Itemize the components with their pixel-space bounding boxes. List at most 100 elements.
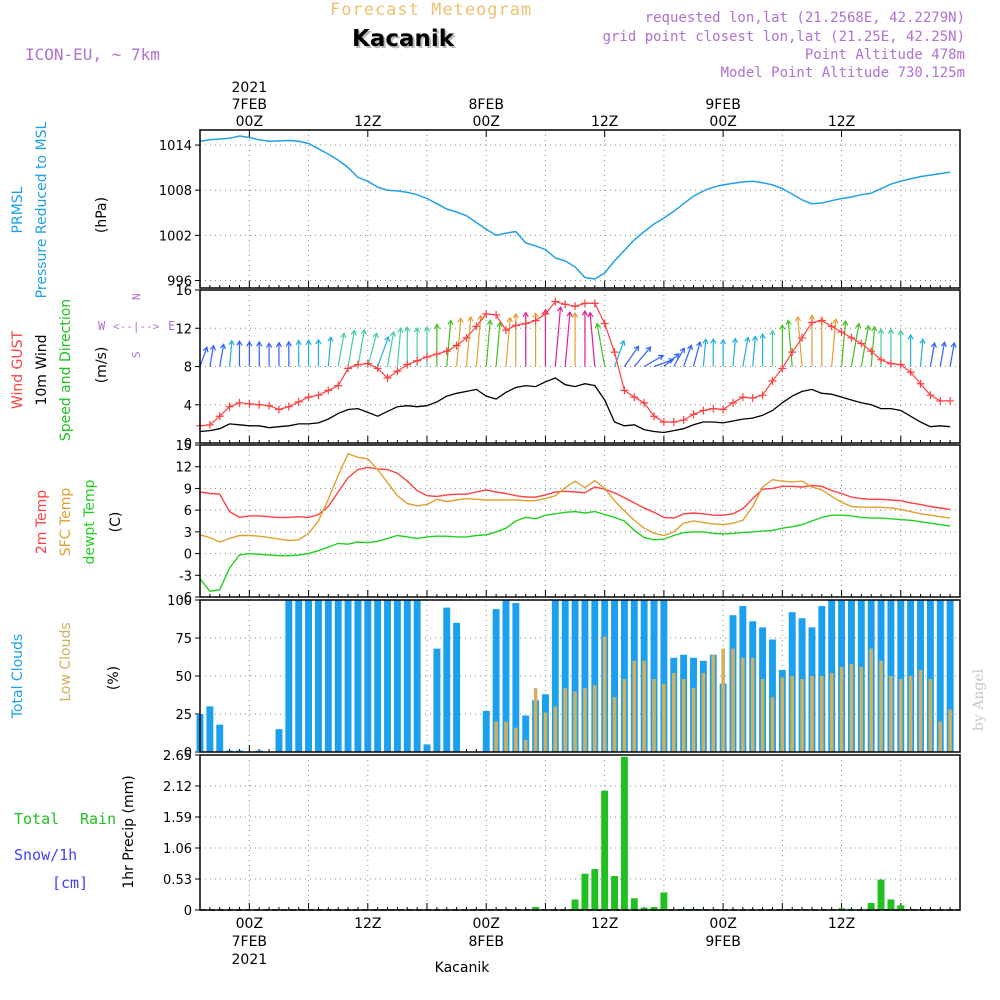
wind-direction-arrow [265, 342, 273, 367]
wind-arrow-shaft [446, 320, 452, 367]
wind-gust-marker [719, 405, 728, 414]
rain-bar [532, 907, 540, 910]
wind-gust-marker [501, 326, 510, 335]
wind-arrow-shaft [949, 342, 955, 367]
location-title: Kacanik [352, 26, 455, 52]
wind-arrow-head [710, 337, 717, 344]
direction-label: Speed and Direction [58, 299, 74, 441]
wind-gust-marker [699, 406, 708, 415]
total-cloud-bar [324, 600, 332, 752]
gust-label: Wind GUST [10, 330, 26, 409]
y-tick-label: 12 [175, 322, 192, 337]
wind-arrow-shaft [475, 315, 482, 367]
y-tick-label: 9 [184, 482, 192, 497]
total-cloud-bar [275, 729, 283, 752]
wind-direction-arrow [907, 333, 914, 367]
y-tick-label: 0.53 [163, 873, 192, 888]
wind-arrow-head [457, 317, 464, 324]
wind-direction-arrow [759, 333, 766, 367]
rain-bar [591, 869, 599, 910]
wind-arrow-head [433, 323, 440, 329]
total-cloud-bar [236, 750, 243, 752]
total-cloud-bar [226, 750, 234, 752]
temp-dewpoint-line [199, 510, 951, 592]
low-cloud-bar [662, 683, 666, 752]
y-tick-label: 0 [184, 548, 192, 563]
total-cloud-bar [384, 600, 391, 752]
total-cloud-bar [255, 750, 263, 752]
total-cloud-bar [581, 600, 589, 752]
low-cloud-bar [573, 691, 577, 752]
pressure-unit: (hPa) [94, 197, 110, 233]
y-tick-label: 15 [175, 439, 192, 454]
y-tick-label: 8 [184, 361, 192, 376]
wind-gust-marker [472, 322, 481, 331]
low-cloud-bar [750, 657, 755, 752]
wind-arrow-head [404, 326, 411, 332]
wind-arrow-shaft [929, 342, 936, 367]
low-cloud-bar [701, 672, 706, 752]
rain-bar [581, 873, 589, 910]
wind-arrow-head [673, 353, 680, 359]
wind-gust-marker [728, 398, 737, 407]
wind-gust-marker [788, 348, 797, 357]
wind-arrow-shaft [456, 318, 462, 367]
pressure-line [199, 135, 951, 280]
low-cloud-bar [741, 657, 745, 752]
wind-arrow-head [285, 340, 292, 347]
temp-sfc-label: SFC Temp [58, 488, 74, 557]
low-cloud-bar [859, 666, 864, 752]
low-cloud-bar [543, 712, 548, 752]
wind-gust-marker [334, 381, 343, 390]
wind-gust-marker [650, 412, 659, 421]
low-cloud-bar [602, 636, 607, 752]
panel-border [199, 754, 961, 911]
y-tick-label: 2.12 [163, 780, 192, 795]
pressure-label-long: Pressure Reduced to MSL [34, 121, 50, 298]
total-cloud-bar [443, 607, 451, 752]
wind-gust-marker [215, 412, 224, 421]
top-time-label: 9FEB [705, 97, 740, 113]
wind-gust-marker [541, 309, 550, 318]
wind-gust-marker [798, 333, 807, 342]
y-tick-label: 3 [184, 526, 192, 541]
wind-gust-marker [383, 373, 392, 382]
wind-arrow-head [522, 311, 529, 318]
wind-direction-arrow [219, 343, 227, 367]
wind-gust-marker [561, 300, 570, 309]
precip-total-label: Total [14, 810, 59, 828]
wind-arrow-head [557, 305, 564, 312]
wind-direction-arrow [643, 354, 665, 368]
wind-arrow-shaft [663, 353, 680, 367]
wind-gust-marker [324, 386, 333, 395]
wind-gust-marker [314, 391, 323, 400]
wind-gust-marker [837, 328, 846, 337]
wind-arrow-head [327, 335, 334, 342]
total-cloud-bar [413, 600, 421, 752]
wind-direction-arrow [495, 321, 503, 367]
wind-direction-arrow [554, 305, 564, 367]
total-cloud-bar [502, 600, 510, 752]
panel-border [199, 129, 961, 289]
wind-gust-marker [936, 396, 945, 405]
wind-direction-arrow [564, 310, 573, 367]
wind-arrow-head [887, 328, 895, 334]
wind-gust-marker [363, 359, 372, 368]
wind-gust-marker [847, 333, 856, 342]
panel-border [199, 599, 961, 753]
wind-arrow-shaft [377, 336, 390, 367]
wind-arrow-head [315, 338, 322, 345]
total-cloud-bar [482, 710, 490, 752]
super-title: Forecast Meteogram [330, 0, 533, 20]
wind-arrow-head [720, 338, 727, 345]
wind-gust-marker [462, 333, 471, 342]
low-cloud-bar [523, 739, 528, 752]
wind-arrow-head [702, 338, 709, 344]
total-cloud-bar [314, 600, 322, 752]
wind-direction-arrow [939, 341, 947, 367]
wind-gust-marker [511, 321, 520, 330]
grid-point-coords: grid point closest lon,lat (21.25E, 42.2… [602, 29, 965, 45]
wind-direction-arrow [710, 337, 717, 367]
wind-gust-marker [304, 393, 313, 402]
low-cloud-bar [810, 676, 814, 752]
